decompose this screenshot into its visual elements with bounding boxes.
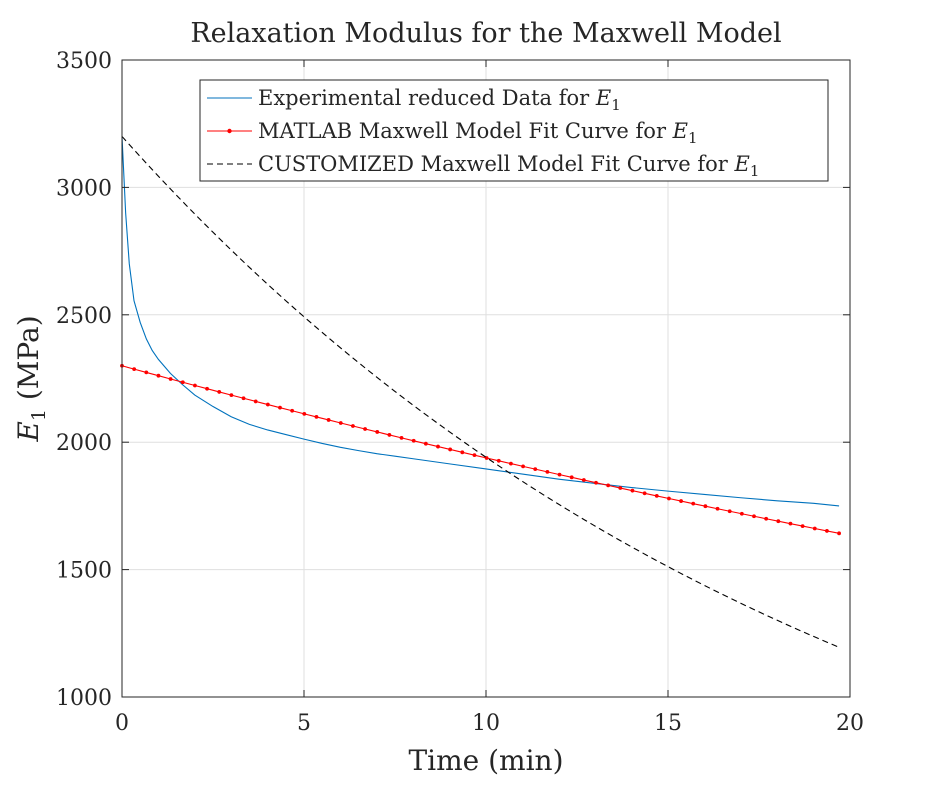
y-tick-label: 1500 bbox=[56, 559, 112, 584]
series-2-marker bbox=[436, 444, 440, 449]
x-tick-label: 10 bbox=[472, 711, 500, 736]
series-2-marker bbox=[253, 399, 258, 404]
legend-label-1: Experimental reduced Data for E1 bbox=[258, 86, 621, 114]
series-line-3 bbox=[121, 136, 840, 648]
series-2-marker bbox=[667, 496, 671, 501]
series-2-marker bbox=[691, 501, 696, 506]
y-tick-label: 3500 bbox=[56, 49, 112, 74]
series-2-marker bbox=[144, 370, 149, 375]
series-2-marker bbox=[606, 483, 611, 488]
series-2-marker bbox=[180, 380, 185, 385]
series-2-marker bbox=[314, 415, 319, 419]
legend-label-subscript: 1 bbox=[750, 162, 760, 180]
axis-ticks: 0 5 10 15 20 1000 1500 2000 2500 3000 3500 bbox=[56, 49, 864, 736]
y-axis-title-symbol: E bbox=[12, 421, 45, 442]
series-2-marker bbox=[739, 511, 744, 516]
series-2-marker bbox=[825, 529, 829, 533]
chart-title: Relaxation Modulus for the Maxwell Model bbox=[190, 18, 781, 49]
series-line-2 bbox=[121, 365, 840, 534]
series-2-marker bbox=[727, 509, 732, 514]
y-axis-title-unit: (MPa) bbox=[12, 315, 45, 409]
legend-marker-2 bbox=[227, 128, 232, 134]
legend-label-symbol: E bbox=[734, 152, 750, 176]
series-2-marker bbox=[800, 524, 805, 528]
y-axis-title: E1 (MPa) bbox=[12, 315, 50, 442]
series-line-1 bbox=[121, 136, 840, 507]
series-2-marker bbox=[569, 475, 574, 480]
series-2-marker bbox=[290, 408, 295, 413]
series-2-marker bbox=[618, 486, 623, 490]
x-axis-title: Time (min) bbox=[408, 744, 563, 777]
series-2-marker bbox=[448, 447, 453, 452]
series-2-marker bbox=[229, 393, 234, 398]
series-2-marker bbox=[217, 390, 222, 394]
legend-label-subscript: 1 bbox=[611, 96, 621, 114]
legend-label-text: Experimental reduced Data for bbox=[258, 86, 596, 110]
series-2-marker bbox=[168, 377, 173, 381]
x-tick-label: 5 bbox=[297, 711, 311, 736]
series-2-marker bbox=[338, 421, 343, 425]
series-2-marker bbox=[375, 430, 380, 434]
legend-label-symbol: E bbox=[672, 119, 688, 143]
series-2-marker bbox=[496, 458, 501, 463]
series-2-marker bbox=[399, 435, 404, 440]
series-2-marker bbox=[411, 438, 416, 443]
series-2-marker bbox=[193, 383, 197, 388]
legend-box bbox=[199, 79, 829, 182]
series-2-marker bbox=[265, 402, 270, 407]
series-2-marker bbox=[326, 418, 331, 422]
y-tick-label: 1000 bbox=[56, 686, 112, 711]
y-axis-title-subscript: 1 bbox=[28, 409, 50, 421]
series-2-marker bbox=[363, 427, 367, 431]
series-2-marker bbox=[703, 504, 708, 509]
series-2-marker bbox=[654, 494, 659, 498]
series-2-marker bbox=[156, 373, 161, 378]
series-2-marker bbox=[278, 405, 282, 410]
series-2-marker bbox=[460, 450, 465, 455]
series-2-marker bbox=[545, 469, 550, 474]
series-2-marker bbox=[581, 478, 586, 482]
series-2-marker bbox=[521, 464, 525, 469]
legend-label-symbol: E bbox=[595, 86, 611, 110]
series-2-marker bbox=[630, 488, 635, 493]
x-tick-label: 20 bbox=[836, 711, 864, 736]
y-tick-label: 2500 bbox=[56, 304, 112, 329]
series-2-marker bbox=[484, 456, 489, 460]
series-2-marker bbox=[812, 526, 817, 531]
series-2-marker bbox=[132, 367, 137, 371]
x-tick-label: 0 bbox=[115, 711, 129, 736]
series-2-marker bbox=[837, 531, 841, 536]
y-tick-label: 3000 bbox=[56, 176, 112, 201]
legend-label-2: MATLAB Maxwell Model Fit Curve for E1 bbox=[258, 119, 698, 147]
series-2-marker bbox=[351, 424, 355, 428]
series-2-marker bbox=[241, 396, 246, 401]
series-2-marker bbox=[472, 453, 477, 458]
legend-label-text: MATLAB Maxwell Model Fit Curve for bbox=[258, 119, 673, 143]
series-2-marker bbox=[423, 441, 428, 446]
legend-label-subscript: 1 bbox=[688, 129, 698, 147]
series-2-marker bbox=[752, 514, 756, 519]
series-2-marker bbox=[302, 411, 307, 416]
series-2-marker bbox=[715, 506, 720, 511]
series-2-marker bbox=[557, 472, 562, 477]
series-2-marker bbox=[594, 480, 598, 485]
series-2-marker bbox=[533, 467, 538, 472]
series-layer bbox=[120, 136, 841, 648]
series-2-marker bbox=[205, 386, 209, 391]
series-2-marker bbox=[642, 491, 647, 496]
series-2-marker bbox=[788, 521, 793, 526]
series-2-marker bbox=[776, 519, 781, 524]
legend-label-text: CUSTOMIZED Maxwell Model Fit Curve for bbox=[258, 152, 735, 176]
y-tick-label: 2000 bbox=[56, 431, 112, 456]
legend-label-3: CUSTOMIZED Maxwell Model Fit Curve for E… bbox=[258, 152, 759, 180]
series-2-marker bbox=[387, 433, 392, 437]
series-2-marker bbox=[679, 499, 683, 503]
x-tick-label: 15 bbox=[654, 711, 682, 736]
series-2-marker bbox=[509, 461, 513, 466]
series-2-marker bbox=[764, 516, 769, 521]
